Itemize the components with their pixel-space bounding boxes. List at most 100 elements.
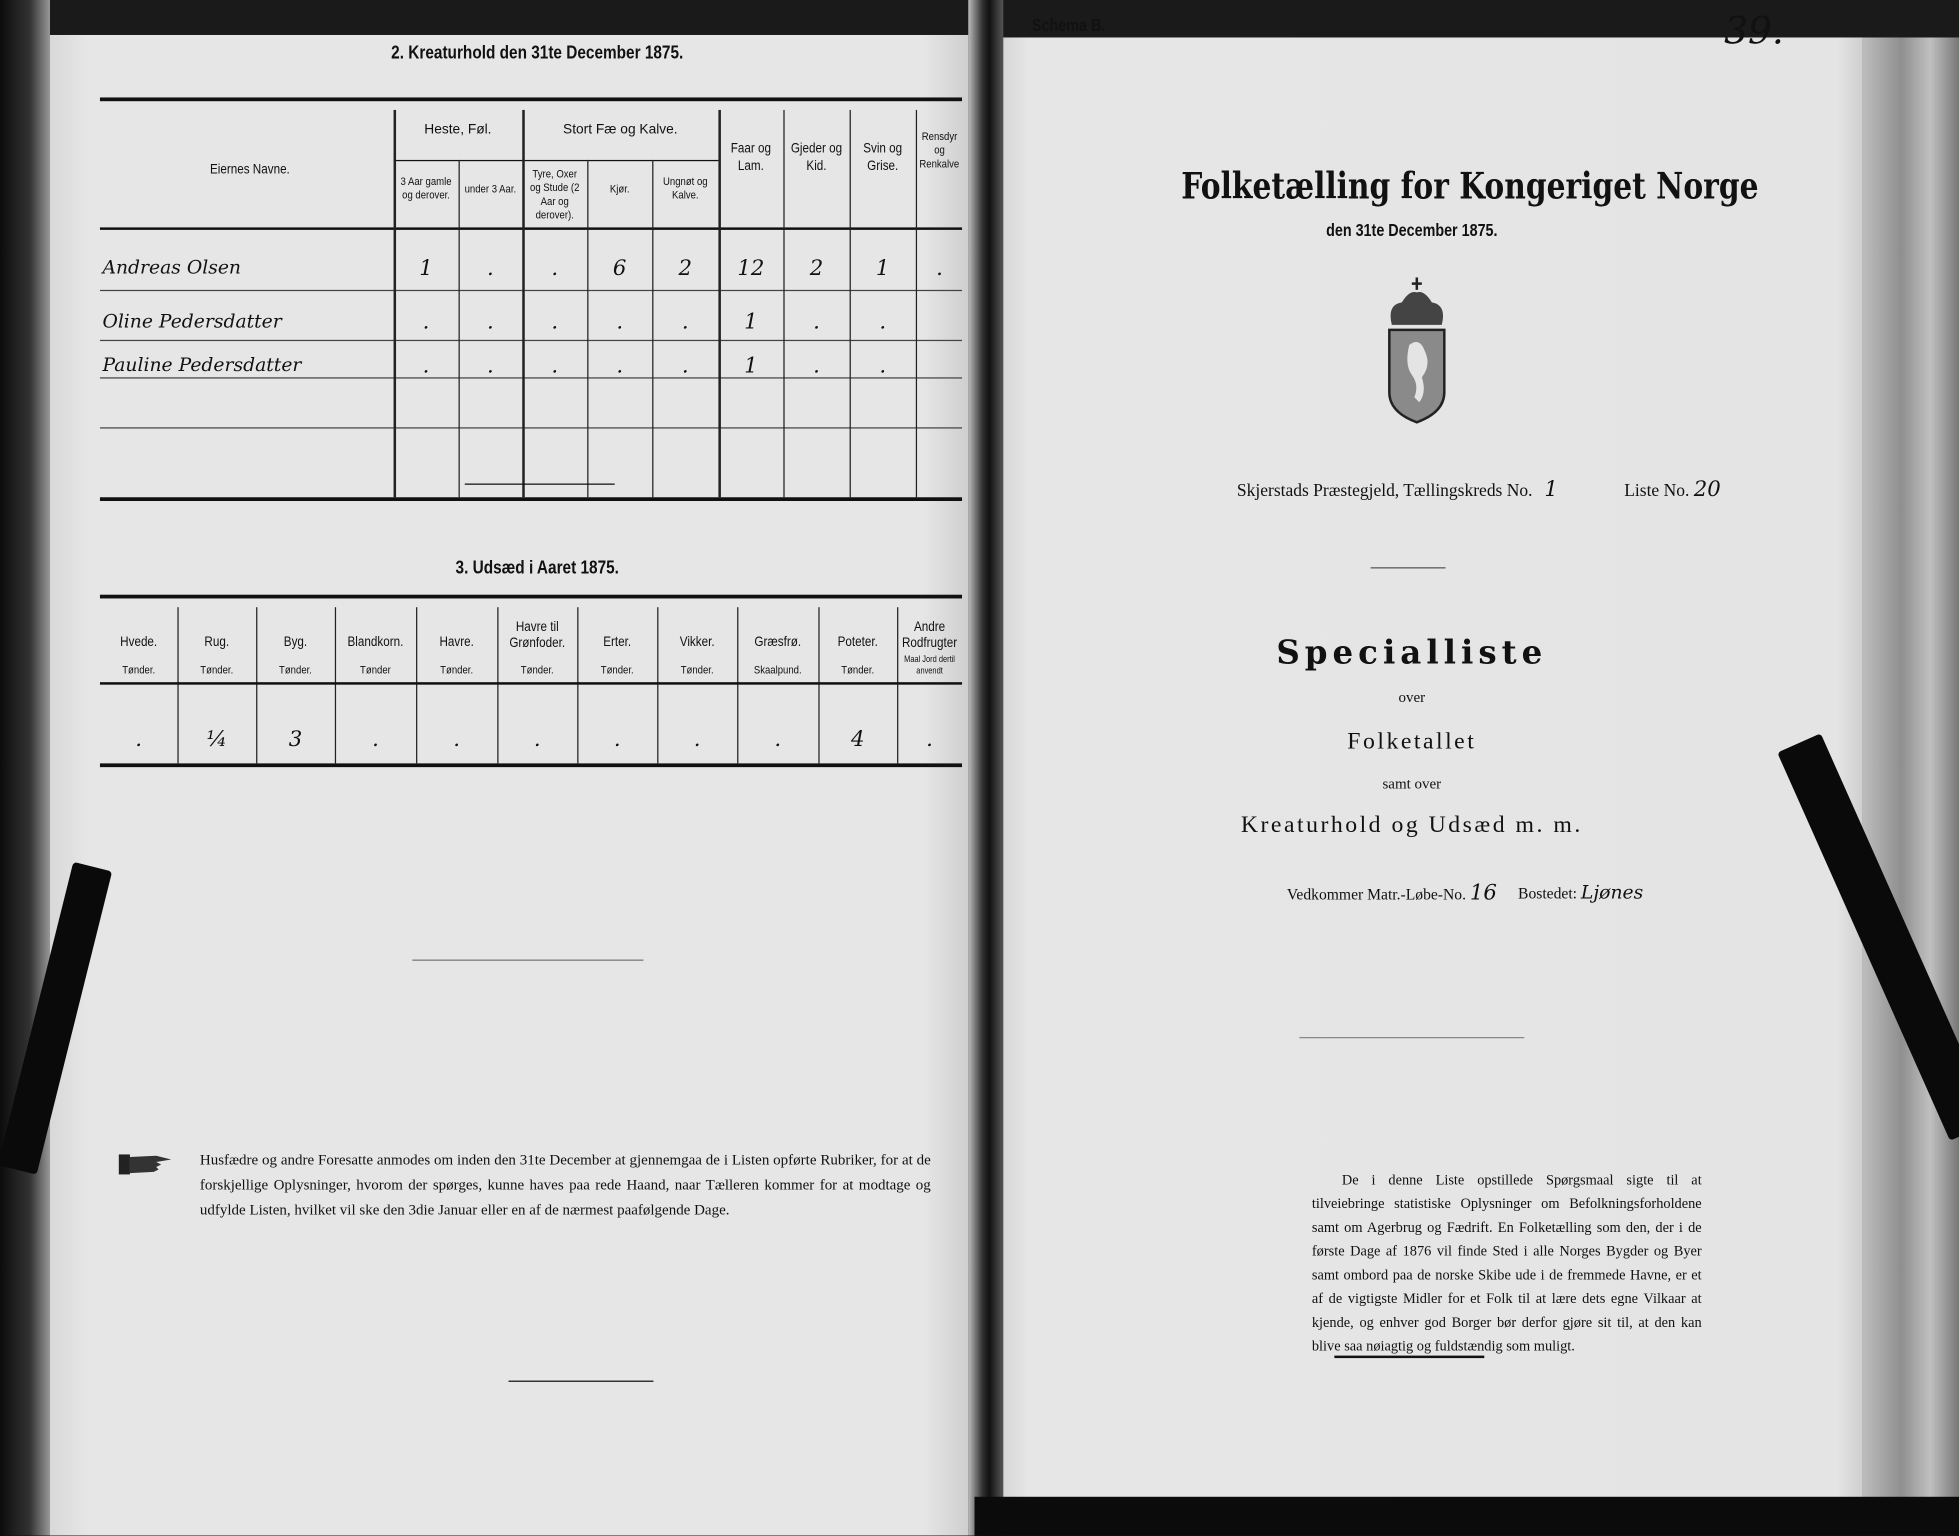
group-header-horses: Heste, Føl. bbox=[424, 122, 492, 138]
section3-title: 3. Udsæd i Aaret 1875. bbox=[455, 557, 619, 579]
col-rule bbox=[818, 607, 820, 764]
seed-value: . bbox=[613, 727, 621, 753]
col-header: Svin og Grise. bbox=[863, 141, 903, 174]
unit-header: Tønder. bbox=[600, 664, 634, 676]
cell: 1 bbox=[744, 353, 758, 379]
cell: . bbox=[551, 256, 559, 282]
cell: . bbox=[616, 309, 624, 335]
seed-value: . bbox=[135, 727, 143, 753]
unit-header: Tønder bbox=[360, 664, 391, 676]
seed-value: . bbox=[693, 727, 701, 753]
crop-header: Poteter. bbox=[837, 634, 878, 650]
col-rule bbox=[657, 607, 659, 764]
unit-header: Tønder. bbox=[279, 664, 312, 676]
crop-header: Havre til Grønfoder. bbox=[509, 619, 566, 651]
unit-header: Tønder. bbox=[680, 664, 714, 676]
cell: . bbox=[616, 353, 624, 379]
col-rule bbox=[416, 607, 418, 764]
district-value: 1 bbox=[1544, 477, 1558, 503]
unit-header: Tønder. bbox=[122, 664, 156, 676]
seed-value: 3 bbox=[288, 727, 303, 753]
matr-line: Vedkommer Matr.-Løbe-No. 16 bbox=[1287, 881, 1497, 906]
bottom-dark-band bbox=[974, 1496, 1959, 1536]
page-number: 39. bbox=[1724, 9, 1784, 54]
col-rule bbox=[897, 607, 899, 764]
cell: . bbox=[487, 309, 494, 335]
col-rule bbox=[783, 109, 785, 498]
over-text: over bbox=[1398, 688, 1426, 706]
col-rule bbox=[393, 109, 397, 498]
unit-header: Tønder. bbox=[841, 664, 875, 676]
crop-header: Blandkorn. bbox=[347, 634, 404, 650]
col-header: Gjeder og Kid. bbox=[790, 141, 843, 174]
cell: . bbox=[879, 309, 887, 335]
cell: . bbox=[422, 309, 430, 335]
col-rule bbox=[577, 607, 579, 764]
seed-value: 4 bbox=[850, 727, 865, 753]
district-label: Tællingskreds No. bbox=[1403, 482, 1533, 502]
matr-value: 16 bbox=[1469, 880, 1497, 906]
crop-header: Hvede. bbox=[120, 634, 158, 650]
bosted-line: Bostedet: Ljønes bbox=[1518, 881, 1643, 903]
section2-title: 2. Kreaturhold den 31te December 1875. bbox=[391, 42, 684, 64]
cell: 2 bbox=[809, 256, 824, 282]
row-rule bbox=[99, 377, 963, 379]
list-line: Liste No. 20 bbox=[1624, 477, 1721, 502]
page-stack-left bbox=[0, 0, 50, 1536]
notice-text: Husfædre og andre Foresatte anmodes om i… bbox=[199, 1150, 931, 1219]
cell: 1 bbox=[744, 309, 758, 335]
folketallet-text: Folketallet bbox=[1347, 728, 1477, 755]
col-header: Faar og Lam. bbox=[730, 141, 772, 174]
matr-label: Vedkommer Matr.-Løbe-No. bbox=[1286, 885, 1467, 904]
col-header: 3 Aar gamle og derover. bbox=[400, 174, 452, 202]
crop-header: Andre Rodfrugter. bbox=[901, 619, 958, 651]
col-rule bbox=[497, 607, 499, 764]
bosted-label: Bostedet: bbox=[1518, 884, 1578, 903]
crop-header: Græsfrø. bbox=[754, 634, 802, 650]
table-bottom-rule bbox=[99, 763, 963, 768]
col-rule bbox=[256, 607, 258, 764]
col-header: Rensdyr og Renkalve. bbox=[919, 129, 960, 170]
main-title: Folketælling for Kongeriget Norge bbox=[1181, 164, 1759, 208]
row-rule bbox=[99, 289, 963, 292]
samt-over-text: samt over bbox=[1382, 774, 1442, 793]
seed-value: . bbox=[926, 727, 933, 753]
unit-header: Tønder. bbox=[200, 664, 234, 676]
col-header: Ungnøt og Kalve. bbox=[662, 174, 708, 202]
col-rule bbox=[458, 159, 460, 498]
col-rule bbox=[737, 607, 739, 764]
parish-line: Skjerstads Præstegjeld, Tællingskreds No… bbox=[1237, 477, 1558, 502]
cell: . bbox=[487, 256, 494, 282]
cell: 12 bbox=[737, 256, 765, 282]
bosted-value: Ljønes bbox=[1580, 880, 1644, 904]
seed-value: ¼ bbox=[206, 727, 228, 753]
seed-value: . bbox=[453, 727, 461, 753]
owner-name: Andreas Olsen bbox=[102, 256, 241, 279]
divider bbox=[464, 483, 615, 485]
unit-header: Tønder. bbox=[440, 664, 474, 676]
list-value: 20 bbox=[1693, 477, 1721, 503]
page-stack-right bbox=[1862, 37, 1959, 1536]
cell: 2 bbox=[678, 256, 693, 282]
cell: . bbox=[422, 353, 430, 379]
cell: . bbox=[813, 353, 820, 379]
cell: 1 bbox=[419, 256, 433, 282]
pointing-hand-icon bbox=[118, 1152, 174, 1177]
unit-header: Tønder. bbox=[520, 664, 554, 676]
col-rule bbox=[718, 109, 721, 498]
cell: . bbox=[813, 309, 820, 335]
header-rule bbox=[99, 227, 963, 230]
cell: . bbox=[551, 353, 559, 379]
crop-header: Erter. bbox=[603, 634, 632, 650]
seed-value: . bbox=[774, 727, 782, 753]
right-page bbox=[1003, 37, 1863, 1536]
header-rule bbox=[99, 682, 963, 685]
specialliste-heading: Specialliste bbox=[1276, 634, 1548, 673]
cell: 6 bbox=[612, 256, 627, 282]
divider bbox=[508, 1380, 654, 1382]
census-date: den 31te December 1875. bbox=[1326, 219, 1498, 240]
group-header-cattle: Stort Fæ og Kalve. bbox=[563, 122, 678, 138]
cell: . bbox=[879, 353, 887, 379]
col-rule bbox=[915, 109, 918, 498]
